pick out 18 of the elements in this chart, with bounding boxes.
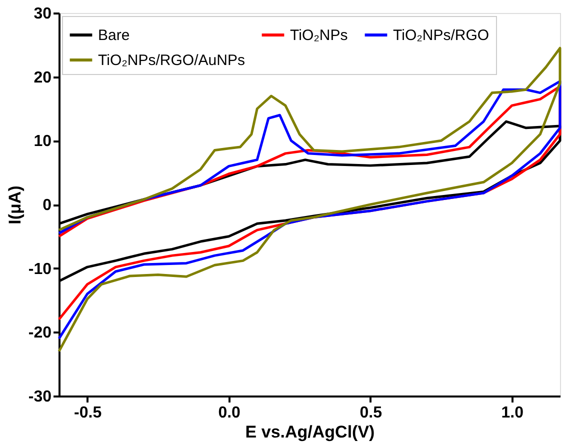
x-tick-label: 0.0	[218, 404, 241, 422]
y-tick-label: -20	[28, 324, 52, 342]
legend-label: Bare	[98, 27, 130, 44]
x-axis-title: E vs.Ag/AgCl(V)	[245, 422, 375, 442]
legend-label: TiO₂NPs/RGO/AuNPs	[98, 52, 245, 69]
x-tick-label: 1.0	[501, 404, 524, 422]
y-tick-label: 10	[34, 133, 52, 150]
legend-label: TiO₂NPs/RGO	[393, 27, 490, 44]
y-tick-label: 20	[34, 69, 52, 86]
line-series	[58, 46, 562, 353]
y-tick-label: -30	[28, 388, 52, 406]
x-tick-label: 0.5	[360, 404, 382, 422]
y-tick-label: 0	[42, 197, 52, 214]
y-tick-label: -10	[28, 260, 52, 278]
y-axis-title: I(μA)	[5, 186, 24, 224]
legend-label: TiO₂NPs	[290, 27, 348, 44]
y-tick-label: 30	[34, 6, 52, 22]
x-tick-label: -0.5	[74, 404, 102, 422]
